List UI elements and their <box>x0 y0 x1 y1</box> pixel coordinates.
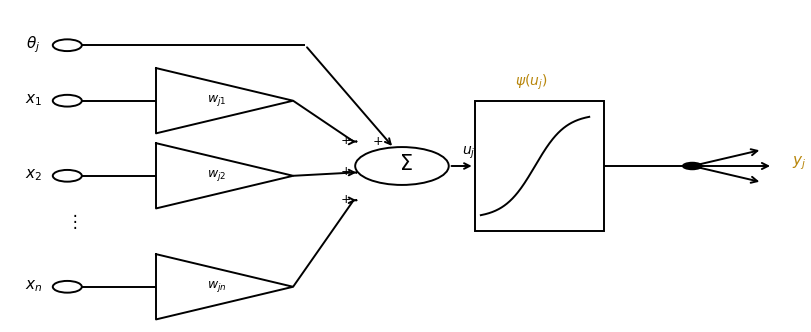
Text: $\vdots$: $\vdots$ <box>66 212 77 231</box>
Text: $\psi(u_j)$: $\psi(u_j)$ <box>514 73 547 92</box>
Text: $w_{jn}$: $w_{jn}$ <box>207 279 226 294</box>
Text: +: + <box>340 193 350 206</box>
Text: $w_{j2}$: $w_{j2}$ <box>207 168 225 183</box>
Text: $x_1$: $x_1$ <box>25 92 42 108</box>
Text: $x_2$: $x_2$ <box>25 167 42 183</box>
Text: $x_n$: $x_n$ <box>24 278 42 294</box>
Text: $\Sigma$: $\Sigma$ <box>399 154 412 174</box>
Text: $u_j$: $u_j$ <box>461 145 475 161</box>
Text: +: + <box>372 135 383 148</box>
Text: $w_{j1}$: $w_{j1}$ <box>207 93 226 108</box>
Text: +: + <box>340 165 350 178</box>
Bar <box>474 101 603 231</box>
Text: +: + <box>340 134 350 147</box>
Circle shape <box>681 162 702 170</box>
Circle shape <box>354 147 448 185</box>
Text: $\theta_j$: $\theta_j$ <box>26 34 41 54</box>
Text: $y_j$: $y_j$ <box>791 154 805 172</box>
